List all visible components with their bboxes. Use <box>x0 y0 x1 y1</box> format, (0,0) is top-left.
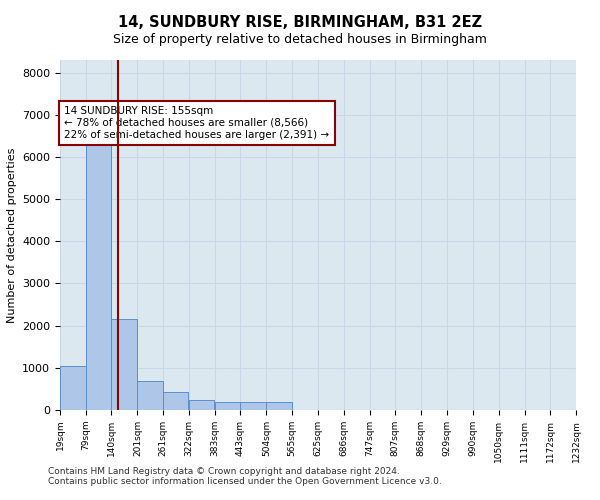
Text: Contains HM Land Registry data © Crown copyright and database right 2024.: Contains HM Land Registry data © Crown c… <box>48 468 400 476</box>
Bar <box>137 382 163 410</box>
Bar <box>266 402 292 410</box>
Bar <box>60 366 86 410</box>
Bar <box>241 402 266 410</box>
Bar <box>189 400 214 410</box>
Text: Size of property relative to detached houses in Birmingham: Size of property relative to detached ho… <box>113 32 487 46</box>
Y-axis label: Number of detached properties: Number of detached properties <box>7 148 17 322</box>
Text: Contains public sector information licensed under the Open Government Licence v3: Contains public sector information licen… <box>48 478 442 486</box>
Text: 14, SUNDBURY RISE, BIRMINGHAM, B31 2EZ: 14, SUNDBURY RISE, BIRMINGHAM, B31 2EZ <box>118 15 482 30</box>
Text: 14 SUNDBURY RISE: 155sqm
← 78% of detached houses are smaller (8,566)
22% of sem: 14 SUNDBURY RISE: 155sqm ← 78% of detach… <box>64 106 329 140</box>
Bar <box>215 402 241 410</box>
Bar <box>112 320 137 410</box>
Bar <box>163 392 188 410</box>
Bar <box>86 134 111 410</box>
